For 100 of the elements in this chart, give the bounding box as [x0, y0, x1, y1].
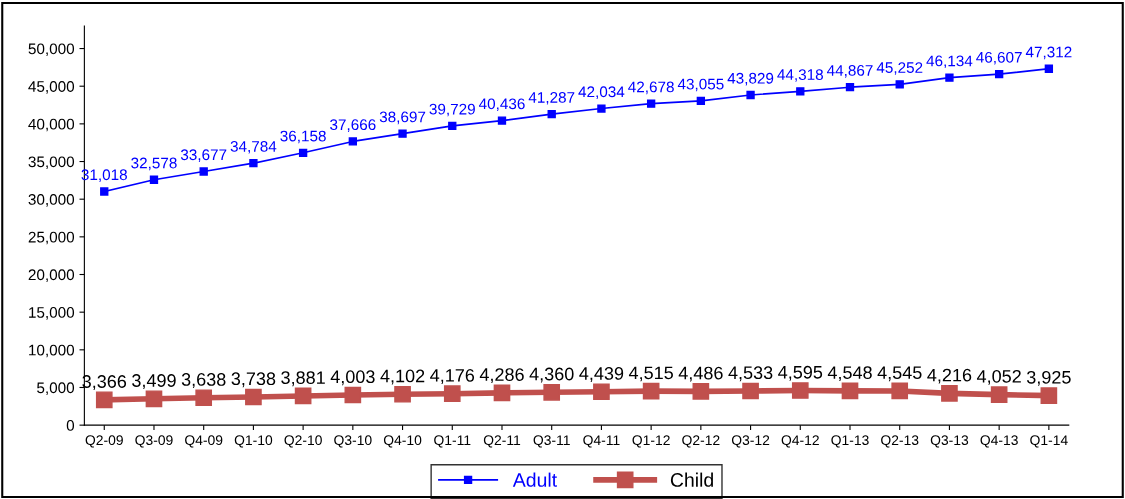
data-label: 32,578 — [131, 157, 177, 171]
data-label: 4,595 — [778, 365, 823, 381]
x-tick-label: Q3-09 — [135, 435, 173, 448]
data-label: 46,607 — [976, 51, 1022, 65]
data-label: 46,134 — [926, 55, 973, 69]
y-tick-label: 20,000 — [28, 269, 75, 282]
point — [891, 382, 909, 400]
data-label: 4,003 — [330, 370, 375, 386]
data-label: 3,881 — [281, 371, 325, 387]
data-label: 4,102 — [380, 369, 425, 385]
point — [692, 383, 710, 400]
point — [597, 104, 606, 113]
point — [945, 73, 954, 82]
x-tick-label: Q1-10 — [234, 435, 273, 448]
point — [791, 382, 809, 399]
point — [149, 175, 159, 184]
data-label: 43,055 — [677, 78, 724, 92]
point — [100, 187, 109, 196]
x-tick-label: Q2-13 — [881, 435, 919, 448]
y-tick-label: 50,000 — [28, 43, 75, 57]
data-label: 42,034 — [578, 86, 625, 99]
point — [841, 382, 859, 400]
point — [543, 383, 561, 401]
data-label: 3,925 — [1026, 370, 1071, 386]
point — [145, 390, 163, 408]
x-tick-label: Q4-12 — [781, 435, 819, 448]
point — [195, 389, 213, 407]
legend-label: Adult — [512, 472, 557, 487]
data-label: 4,439 — [579, 367, 624, 382]
x-tick-label: Q4-10 — [383, 435, 422, 448]
y-tick-label: 35,000 — [28, 156, 75, 170]
point — [497, 116, 507, 125]
point — [1040, 387, 1058, 404]
point — [493, 384, 511, 402]
point — [994, 69, 1004, 79]
y-tick-label: 15,000 — [29, 307, 75, 320]
point — [845, 83, 855, 92]
point — [796, 87, 805, 96]
x-tick-label: Q1-13 — [831, 435, 869, 448]
y-tick-label: 30,000 — [28, 194, 75, 207]
point — [398, 129, 407, 138]
data-label: 3,499 — [132, 374, 176, 390]
point — [742, 382, 759, 400]
data-label: 37,666 — [330, 119, 376, 132]
point — [199, 167, 208, 176]
data-label: 38,697 — [379, 111, 426, 125]
x-tick-label: Q3-13 — [930, 435, 969, 448]
data-label: 41,287 — [528, 92, 575, 105]
x-tick-label: Q1-14 — [1030, 435, 1068, 448]
data-label: 40,436 — [478, 98, 525, 112]
x-tick-label: Q3-11 — [533, 435, 570, 448]
data-label: 3,638 — [181, 373, 226, 388]
data-label: 45,252 — [876, 62, 923, 75]
data-label: 4,486 — [678, 366, 723, 382]
x-tick-label: Q2-09 — [85, 435, 123, 448]
x-tick-label: Q3-12 — [731, 435, 770, 448]
data-label: 39,729 — [429, 103, 475, 117]
data-label: 44,867 — [826, 65, 873, 78]
data-label: 4,216 — [927, 368, 972, 384]
point — [394, 385, 411, 403]
point — [298, 148, 308, 157]
point — [294, 387, 312, 405]
data-label: 47,312 — [1025, 46, 1072, 60]
point — [344, 386, 362, 404]
x-tick-label: Q2-10 — [284, 435, 322, 448]
point — [448, 121, 457, 131]
x-tick-label: Q4-09 — [185, 435, 223, 448]
data-label: 33,677 — [180, 149, 227, 162]
data-label: 4,052 — [976, 369, 1021, 385]
point — [642, 382, 660, 400]
point — [746, 90, 755, 100]
data-label: 4,360 — [529, 367, 574, 383]
point — [593, 383, 610, 401]
point — [646, 99, 656, 108]
point — [547, 110, 556, 119]
y-tick-label: 25,000 — [28, 231, 75, 245]
point — [348, 137, 358, 146]
data-label: 3,738 — [231, 372, 276, 388]
x-tick-label: Q4-13 — [980, 435, 1018, 448]
legend-label: Child — [670, 472, 713, 487]
point — [895, 80, 904, 89]
data-label: 36,158 — [280, 130, 326, 144]
point — [941, 385, 958, 402]
x-tick-label: Q3-10 — [334, 435, 372, 448]
point — [696, 96, 706, 106]
y-tick-label: 45,000 — [28, 81, 75, 94]
x-tick-label: Q2-11 — [483, 435, 521, 448]
data-label: 44,318 — [777, 69, 823, 82]
data-label: 4,548 — [827, 366, 872, 382]
x-tick-label: Q2-12 — [682, 435, 720, 448]
y-tick-label: 40,000 — [28, 118, 75, 132]
data-label: 4,515 — [628, 366, 673, 382]
data-label: 4,545 — [877, 366, 922, 382]
point — [245, 388, 262, 406]
data-label: 42,678 — [628, 81, 674, 95]
data-label: 4,176 — [430, 369, 475, 384]
point — [95, 391, 113, 409]
y-tick-label: 0 — [66, 420, 75, 431]
point — [990, 386, 1008, 403]
data-label: 43,829 — [727, 72, 774, 86]
